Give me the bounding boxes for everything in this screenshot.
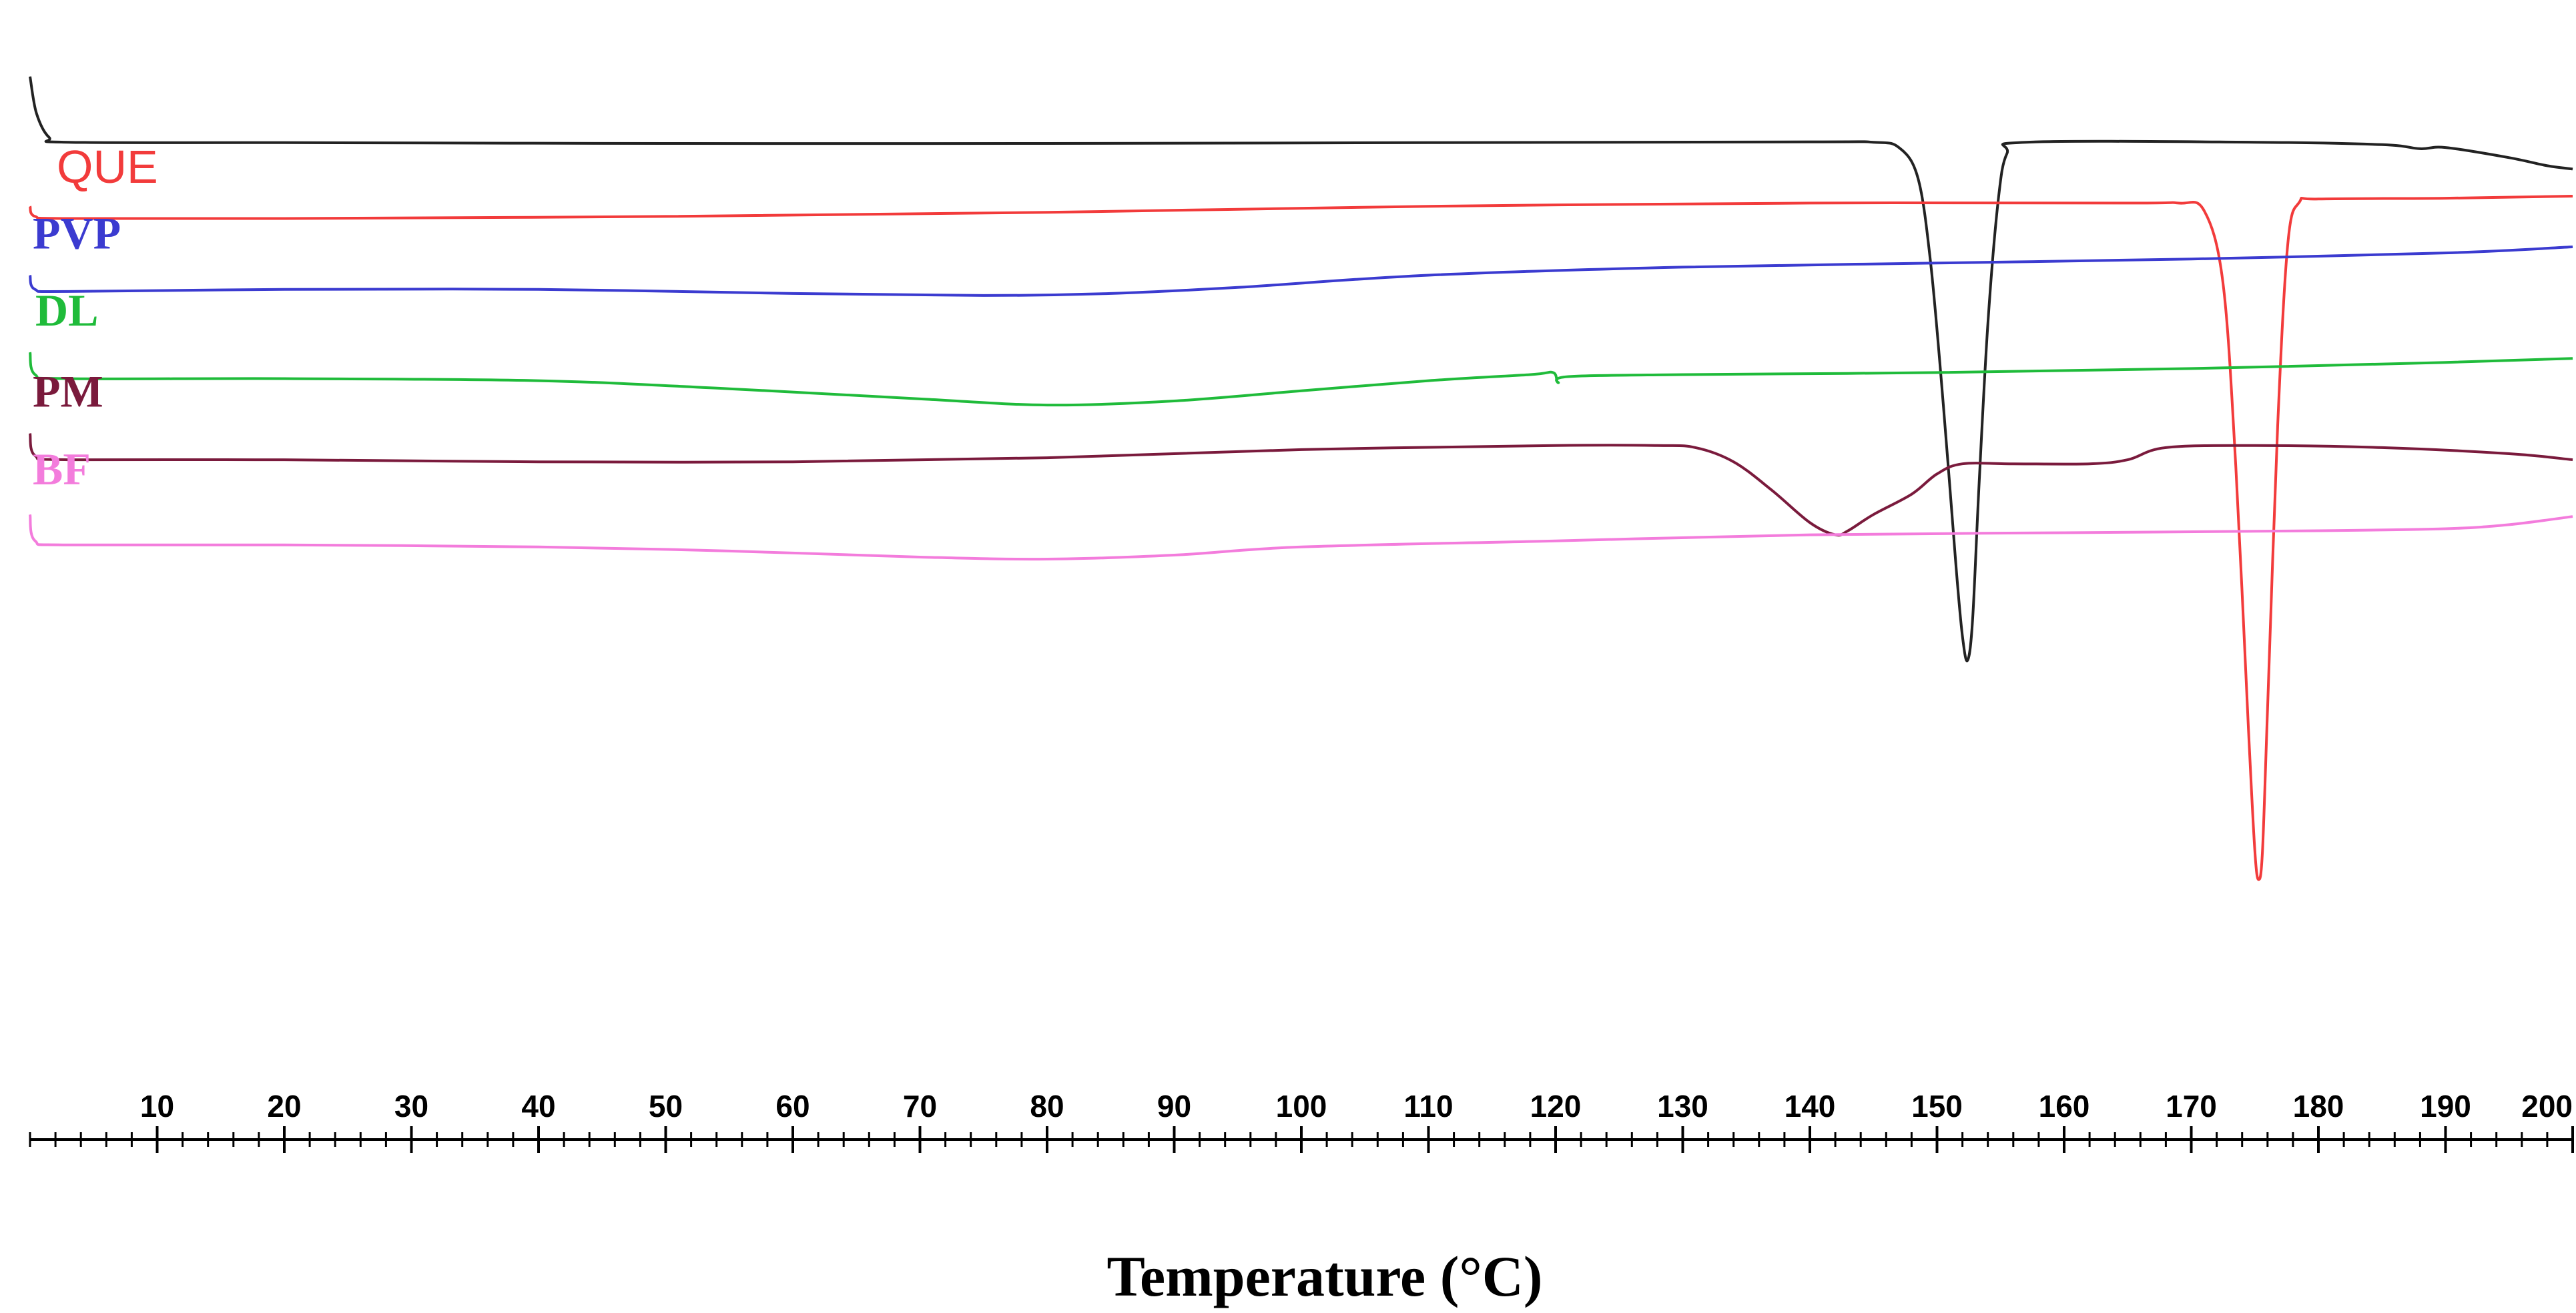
x-tick-label-80: 80: [1030, 1089, 1064, 1124]
series-line-pm: [29, 433, 2573, 537]
x-tick-label-10: 10: [140, 1089, 174, 1124]
series-label-bf: BF: [33, 444, 91, 494]
x-tick-label-190: 190: [2420, 1089, 2471, 1124]
x-tick-label-180: 180: [2293, 1089, 2344, 1124]
series-label-dl: DL: [35, 285, 98, 336]
series-line-que: [29, 195, 2573, 881]
x-tick-label-140: 140: [1785, 1089, 1836, 1124]
x-tick-label-40: 40: [521, 1089, 555, 1124]
x-axis: 10 20 30 40 50 60 70 80 90 100 110 120 130 140 150 160 1…: [29, 1089, 2574, 1153]
x-tick-label-70: 70: [903, 1089, 937, 1124]
x-axis-title: Temperature (°C): [1107, 1244, 1543, 1308]
x-tick-label-50: 50: [649, 1089, 683, 1124]
series-line-pvp: [29, 246, 2573, 297]
x-tick-label-90: 90: [1157, 1089, 1191, 1124]
x-tick-label-150: 150: [1911, 1089, 1963, 1124]
x-tick-label-60: 60: [775, 1089, 810, 1124]
x-tick-label-120: 120: [1530, 1089, 1582, 1124]
x-tick-label-160: 160: [2039, 1089, 2090, 1124]
x-tick-label-100: 100: [1276, 1089, 1327, 1124]
series-layer: [29, 76, 2573, 881]
series-line-dl: [29, 352, 2573, 407]
series-label-pvp: PVP: [33, 208, 121, 259]
x-tick-label-110: 110: [1403, 1089, 1453, 1124]
x-tick-label-130: 130: [1657, 1089, 1708, 1124]
series-label-layer: ESCQUEPVPDLPMBF: [33, 141, 158, 494]
series-label-pm: PM: [33, 366, 103, 417]
x-tick-label-20: 20: [267, 1089, 301, 1124]
x-tick-label-170: 170: [2166, 1089, 2217, 1124]
x-tick-label-200: 200: [2521, 1089, 2573, 1124]
series-line-esc: [29, 76, 2573, 663]
series-label-que: QUE: [57, 141, 158, 193]
series-line-bf: [29, 514, 2573, 561]
x-tick-label-30: 30: [394, 1089, 428, 1124]
